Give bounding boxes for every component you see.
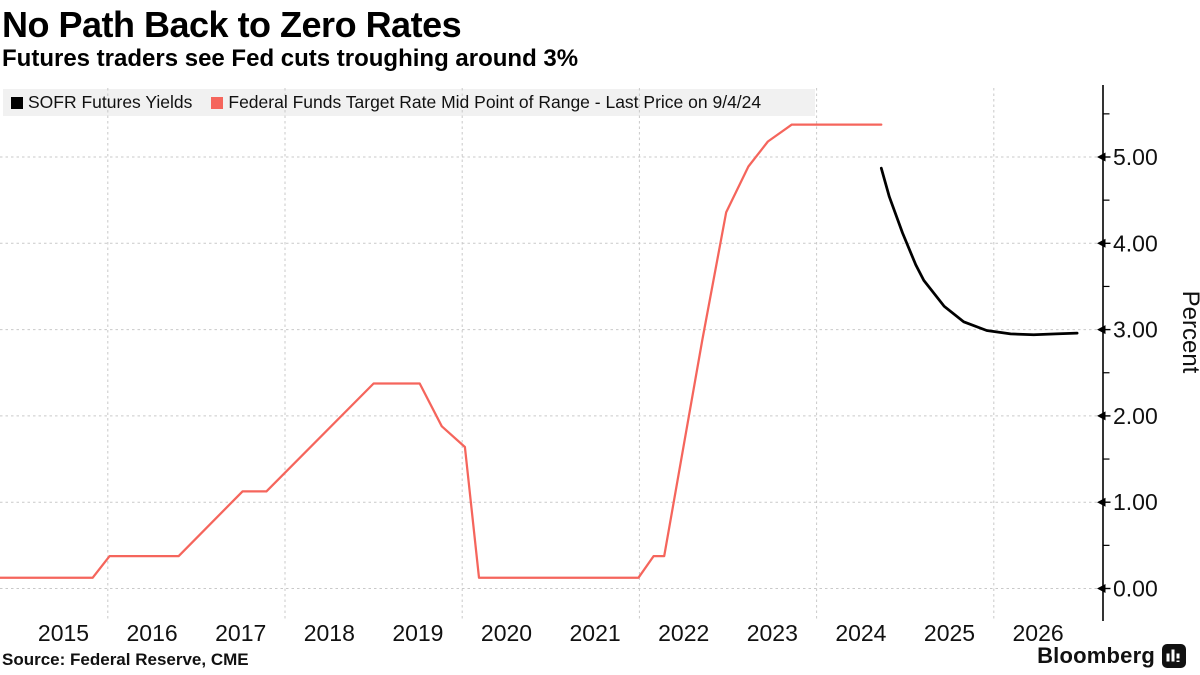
legend-label-sofr: SOFR Futures Yields <box>28 92 193 112</box>
y-axis-tick-arrow-icon <box>1097 152 1106 162</box>
x-tick-label: 2017 <box>215 620 266 646</box>
y-tick-label: 0.00 <box>1113 576 1158 602</box>
y-axis-tick-arrow-icon <box>1097 497 1106 507</box>
sofr-futures-line <box>879 166 1079 337</box>
x-tick-label: 2021 <box>570 620 621 646</box>
y-axis-tick-arrow-icon <box>1097 411 1106 421</box>
legend-label-fed-funds: Federal Funds Target Rate Mid Point of R… <box>228 92 762 112</box>
y-tick-label: 3.00 <box>1113 317 1158 343</box>
legend-item-sofr: SOFR Futures Yields <box>11 92 192 113</box>
sofr-legend-swatch-icon <box>11 96 23 109</box>
x-tick-label: 2024 <box>835 620 886 646</box>
chart-legend: SOFR Futures Yields Federal Funds Target… <box>3 89 815 116</box>
x-tick-label: 2018 <box>304 620 355 646</box>
bloomberg-wordmark: Bloomberg <box>1037 643 1155 668</box>
x-tick-label: 2025 <box>924 620 975 646</box>
source-text: Source: Federal Reserve, CME <box>2 650 249 669</box>
y-tick-label: 2.00 <box>1113 403 1158 429</box>
fed-funds-line <box>0 123 883 579</box>
fed-funds-legend-swatch-icon <box>211 96 224 109</box>
page-subtitle: Futures traders see Fed cuts troughing a… <box>2 45 579 72</box>
legend-background <box>3 89 815 116</box>
legend-item-fed-funds: Federal Funds Target Rate Mid Point of R… <box>211 92 761 113</box>
y-axis-tick-arrow-icon <box>1097 584 1106 593</box>
y-axis-title: Percent <box>1177 291 1200 374</box>
x-tick-label: 2016 <box>127 620 178 646</box>
x-tick-label: 2023 <box>747 620 798 646</box>
y-tick-label: 1.00 <box>1113 489 1158 515</box>
x-tick-label: 2019 <box>392 620 443 646</box>
y-axis-tick-arrow-icon <box>1097 238 1106 248</box>
bloomberg-icon <box>1162 644 1186 668</box>
x-tick-label: 2015 <box>38 620 89 646</box>
x-tick-label: 2026 <box>1013 620 1064 646</box>
y-tick-label: 5.00 <box>1113 144 1158 170</box>
bloomberg-logo: Bloomberg <box>1037 643 1186 669</box>
x-tick-label: 2020 <box>481 620 532 646</box>
y-axis-tick-arrow-icon <box>1097 325 1106 335</box>
y-tick-label: 4.00 <box>1113 230 1158 256</box>
x-tick-label: 2022 <box>658 620 709 646</box>
page-title: No Path Back to Zero Rates <box>2 4 462 45</box>
